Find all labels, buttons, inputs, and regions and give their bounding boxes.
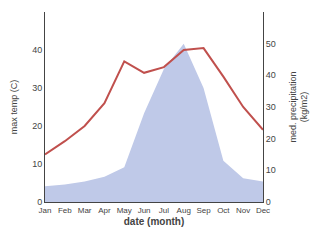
svg-text:Feb: Feb: [58, 206, 72, 215]
svg-text:med. precipitation(kg/m2): med. precipitation(kg/m2): [288, 71, 310, 142]
svg-text:10: 10: [32, 159, 42, 169]
svg-text:Nov: Nov: [236, 206, 250, 215]
svg-text:40: 40: [266, 70, 276, 80]
svg-text:30: 30: [32, 83, 42, 93]
svg-text:Aug: Aug: [177, 206, 191, 215]
svg-text:40: 40: [32, 45, 42, 55]
svg-text:30: 30: [266, 102, 276, 112]
svg-text:Dec: Dec: [256, 206, 270, 215]
svg-text:10: 10: [266, 165, 276, 175]
svg-text:Sep: Sep: [196, 206, 211, 215]
svg-text:Jun: Jun: [138, 206, 151, 215]
svg-text:Apr: Apr: [98, 206, 111, 215]
svg-text:0: 0: [37, 197, 42, 207]
svg-text:Jan: Jan: [39, 206, 52, 215]
svg-text:Mar: Mar: [78, 206, 92, 215]
svg-text:50: 50: [266, 39, 276, 49]
svg-text:date (month): date (month): [124, 216, 185, 227]
svg-text:20: 20: [266, 134, 276, 144]
svg-text:May: May: [117, 206, 132, 215]
svg-text:Oct: Oct: [217, 206, 230, 215]
svg-text:20: 20: [32, 121, 42, 131]
svg-text:Jul: Jul: [159, 206, 169, 215]
svg-text:max temp (C): max temp (C): [9, 80, 19, 135]
svg-text:0: 0: [266, 197, 271, 207]
